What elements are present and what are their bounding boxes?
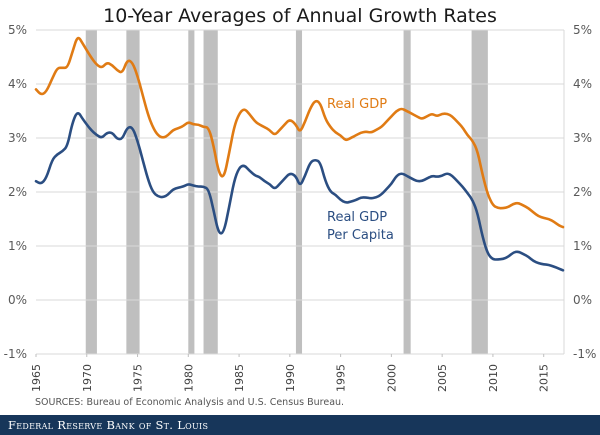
y-tick-label-left: 1% (8, 239, 27, 253)
publisher-logo-text: Federal Reserve Bank of St. Louis (8, 418, 209, 432)
y-axis-right: 5% 4% 3% 2% 1% 0% -1% (573, 23, 596, 361)
y-tick-label-left: 0% (8, 293, 27, 307)
chart-title: 10-Year Averages of Annual Growth Rates (103, 5, 497, 27)
x-tick-label: 1965 (30, 364, 43, 392)
gridlines (36, 29, 565, 355)
footer-bar: Federal Reserve Bank of St. Louis (0, 415, 600, 435)
x-tick-label: 1980 (182, 364, 195, 392)
y-tick-label-right: 1% (573, 239, 592, 253)
y-tick-label-right: -1% (573, 347, 596, 361)
y-tick-label-left: -1% (4, 347, 27, 361)
y-tick-label-left: 3% (8, 131, 27, 145)
x-tick-label: 2015 (538, 364, 551, 392)
x-tick-label: 2000 (385, 364, 398, 392)
y-tick-label-right: 3% (573, 131, 592, 145)
y-tick-label-right: 0% (573, 293, 592, 307)
y-axis-left: 5% 4% 3% 2% 1% 0% -1% (4, 23, 27, 361)
y-tick-label-right: 2% (573, 185, 592, 199)
series-lines (34, 36, 565, 272)
x-tick-label: 1970 (81, 364, 94, 392)
series-line-real-gdp-per-capita (34, 112, 565, 272)
x-tick-label: 1985 (233, 364, 246, 392)
sources-note: SOURCES: Bureau of Economic Analysis and… (35, 397, 345, 408)
x-tick-label: 2005 (436, 364, 449, 392)
y-tick-label-left: 2% (8, 185, 27, 199)
x-tick-label: 1995 (335, 364, 348, 392)
y-tick-label-left: 5% (8, 23, 27, 37)
y-tick-label-right: 5% (573, 23, 592, 37)
line-chart: 5% 4% 3% 2% 1% 0% -1% 5% 4% 3% 2% 1% 0% -1% 1965 1970… (4, 23, 597, 392)
y-tick-label-right: 4% (573, 77, 592, 91)
annotation-real-gdp: Real GDP (327, 97, 387, 112)
x-tick-label: 1975 (132, 364, 145, 392)
annotation-real-gdp-per-capita-line2: Per Capita (327, 228, 394, 243)
y-tick-label-left: 4% (8, 77, 27, 91)
series-line-real-gdp (34, 36, 565, 229)
x-tick-label: 1990 (284, 364, 297, 392)
x-tick-label: 2010 (487, 364, 500, 392)
x-axis: 1965 1970 1975 1980 1985 1990 1995 2000 2005 2010… (30, 354, 551, 392)
annotation-real-gdp-per-capita-line1: Real GDP (327, 210, 387, 225)
